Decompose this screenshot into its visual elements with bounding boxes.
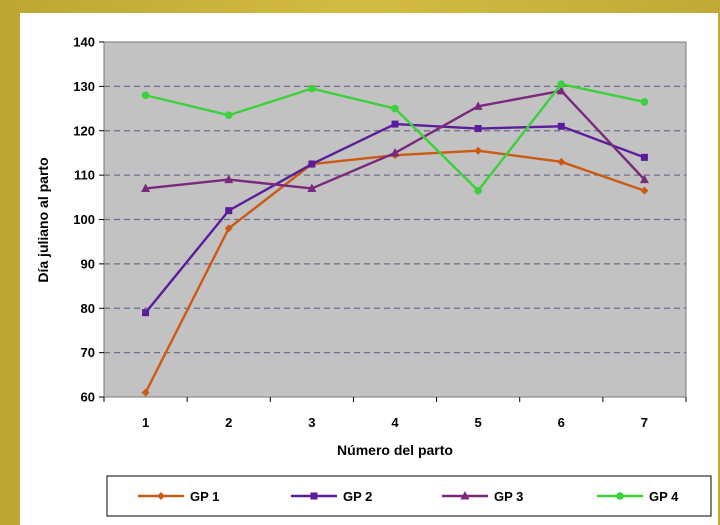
y-tick-label: 90 [81,256,95,271]
data-point [390,147,400,157]
data-point [557,80,566,88]
x-axis-ticks: 1 2 3 4 5 6 7 [103,397,687,430]
y-tick-label: 100 [73,212,95,227]
y-tick-label: 110 [74,168,95,183]
data-point [474,186,482,195]
series-group [141,80,649,397]
data-point [640,153,648,161]
y-tick-label: 120 [73,123,95,138]
data-point [640,186,649,195]
data-point [557,122,565,130]
data-point [308,160,316,168]
data-point [556,85,566,95]
legend-marker [157,492,165,500]
legend-label: GP 3 [494,489,523,504]
data-point [473,101,483,110]
data-point [640,98,649,106]
data-point [391,120,399,128]
legend-marker [310,492,318,500]
y-tick-label: 60 [81,390,95,405]
y-axis-ticks: 60 70 80 90 100 110 120 130 140 [73,35,104,405]
x-tick-label: 4 [391,415,399,430]
data-point [307,183,317,192]
x-axis-title: Número del parto [337,442,453,458]
y-tick-label: 130 [73,79,95,94]
x-tick-label: 1 [142,415,149,430]
legend: GP 1 GP 2 GP 3 GP 4 [138,489,679,504]
data-point [308,84,316,93]
data-point [224,111,233,120]
y-tick-label: 80 [81,301,95,316]
y-tick-label: 140 [73,35,95,50]
data-point [474,146,483,155]
data-point [391,104,399,113]
data-point [142,309,150,317]
legend-marker [460,491,470,500]
data-point [225,207,233,215]
data-point [224,174,234,184]
data-point [474,125,482,133]
data-point [141,91,150,100]
x-tick-label: 6 [558,415,565,430]
legend-label: GP 4 [649,489,679,504]
x-tick-label: 5 [475,415,482,430]
gridlines [104,85,686,354]
data-point [639,174,649,184]
x-tick-label: 2 [225,415,232,430]
data-point [141,183,151,192]
x-tick-label: 3 [308,415,315,430]
y-axis-title: Día juliano al parto [35,157,51,282]
data-point [224,224,233,233]
legend-marker [616,492,624,500]
legend-label: GP 1 [190,489,219,504]
legend-label: GP 2 [343,489,372,504]
y-tick-label: 70 [81,345,95,360]
data-point [557,157,566,166]
data-point [141,388,150,397]
x-tick-label: 7 [641,415,648,430]
